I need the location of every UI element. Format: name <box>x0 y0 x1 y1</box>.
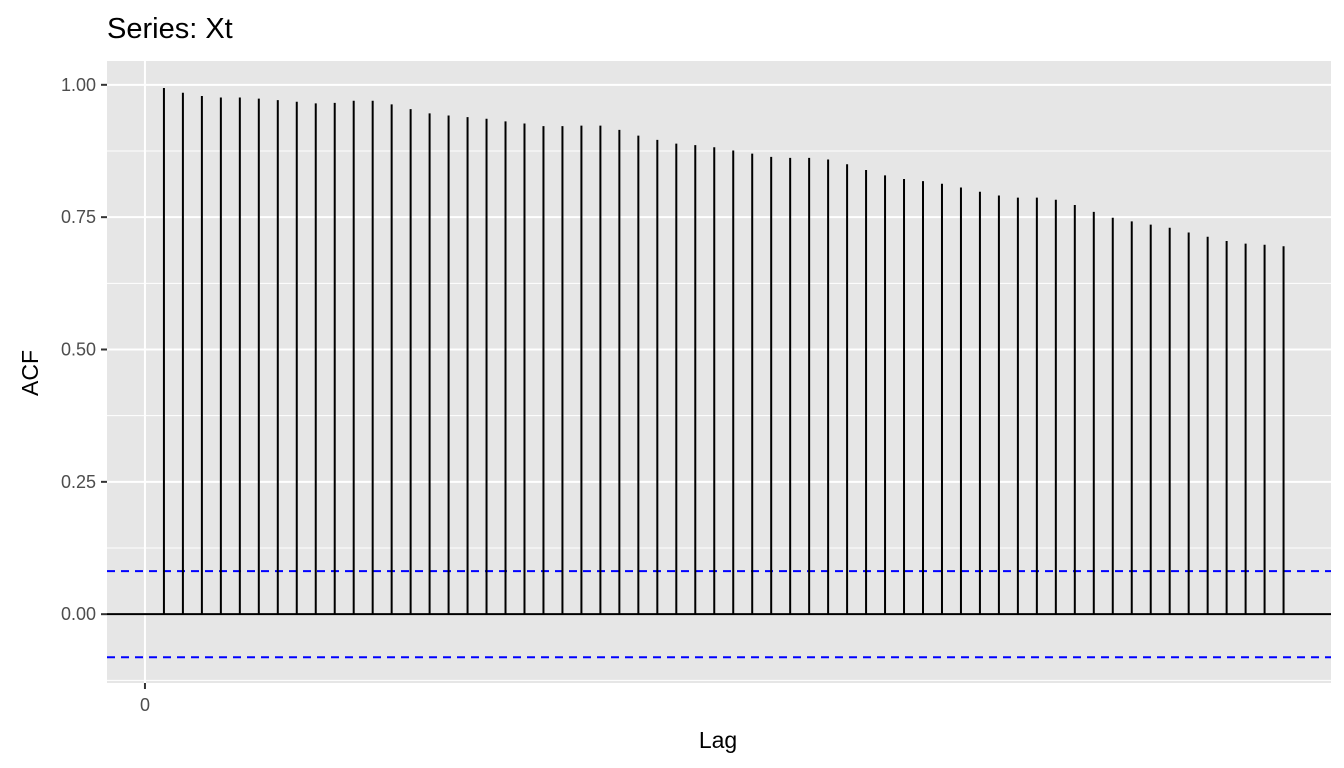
chart-title: Series: Xt <box>107 13 233 45</box>
confidence-bounds <box>107 570 1331 659</box>
x-axis: 0 <box>140 683 150 715</box>
y-axis-title: ACF <box>17 350 43 396</box>
y-tick-label: 1.00 <box>61 75 96 95</box>
x-axis-title: Lag <box>699 727 737 753</box>
y-tick-label: 0.50 <box>61 340 96 360</box>
y-tick-label: 0.00 <box>61 604 96 624</box>
acf-bars <box>162 87 1285 615</box>
y-tick-label: 0.75 <box>61 207 96 227</box>
x-tick-label: 0 <box>140 695 150 715</box>
y-tick-label: 0.25 <box>61 472 96 492</box>
minor-gridlines <box>107 150 1331 681</box>
y-axis: 0.00 0.25 0.50 0.75 1.00 <box>61 75 107 624</box>
plot-panel <box>107 61 1331 683</box>
